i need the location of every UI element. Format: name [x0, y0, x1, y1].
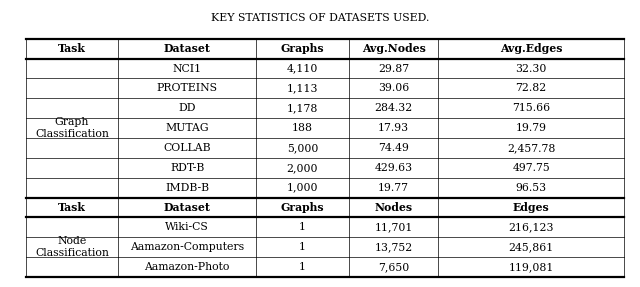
Text: 1,000: 1,000	[287, 183, 318, 193]
Text: 715.66: 715.66	[512, 103, 550, 113]
Text: Task: Task	[58, 43, 86, 54]
Text: Node
Classification: Node Classification	[35, 236, 109, 258]
Text: 4,110: 4,110	[287, 63, 318, 73]
Text: Nodes: Nodes	[374, 202, 413, 213]
Text: 19.77: 19.77	[378, 183, 409, 193]
Text: 1: 1	[299, 242, 306, 252]
Text: Wiki-CS: Wiki-CS	[165, 222, 209, 232]
Text: 497.75: 497.75	[513, 163, 550, 173]
Text: 5,000: 5,000	[287, 143, 318, 153]
Text: Avg.Nodes: Avg.Nodes	[362, 43, 426, 54]
Text: RDT-B: RDT-B	[170, 163, 204, 173]
Text: 245,861: 245,861	[509, 242, 554, 252]
Text: NCI1: NCI1	[173, 63, 202, 73]
Text: 17.93: 17.93	[378, 123, 409, 133]
Text: 11,701: 11,701	[374, 222, 413, 232]
Text: 284.32: 284.32	[374, 103, 413, 113]
Text: 216,123: 216,123	[508, 222, 554, 232]
Text: Aamazon-Photo: Aamazon-Photo	[145, 262, 230, 272]
Text: 1: 1	[299, 222, 306, 232]
Text: Dataset: Dataset	[164, 43, 211, 54]
Text: 13,752: 13,752	[374, 242, 413, 252]
Text: 2,000: 2,000	[287, 163, 318, 173]
Text: PROTEINS: PROTEINS	[157, 83, 218, 93]
Text: 96.53: 96.53	[516, 183, 547, 193]
Text: Task: Task	[58, 202, 86, 213]
Text: 2,457.78: 2,457.78	[507, 143, 556, 153]
Text: 74.49: 74.49	[378, 143, 409, 153]
Text: Graphs: Graphs	[280, 202, 324, 213]
Text: MUTAG: MUTAG	[165, 123, 209, 133]
Text: 19.79: 19.79	[516, 123, 547, 133]
Text: COLLAB: COLLAB	[163, 143, 211, 153]
Text: 1,113: 1,113	[287, 83, 318, 93]
Text: 72.82: 72.82	[516, 83, 547, 93]
Text: 1,178: 1,178	[287, 103, 318, 113]
Text: Edges: Edges	[513, 202, 550, 213]
Text: 32.30: 32.30	[515, 63, 547, 73]
Text: Graph
Classification: Graph Classification	[35, 117, 109, 139]
Text: Graphs: Graphs	[280, 43, 324, 54]
Text: 29.87: 29.87	[378, 63, 409, 73]
Text: 39.06: 39.06	[378, 83, 409, 93]
Text: KEY STATISTICS OF DATASETS USED.: KEY STATISTICS OF DATASETS USED.	[211, 13, 429, 23]
Text: Aamazon-Computers: Aamazon-Computers	[130, 242, 244, 252]
Text: Dataset: Dataset	[164, 202, 211, 213]
Text: 1: 1	[299, 262, 306, 272]
Text: 429.63: 429.63	[374, 163, 413, 173]
Text: IMDB-B: IMDB-B	[165, 183, 209, 193]
Text: Avg.Edges: Avg.Edges	[500, 43, 563, 54]
Text: 119,081: 119,081	[509, 262, 554, 272]
Text: DD: DD	[179, 103, 196, 113]
Text: 188: 188	[292, 123, 313, 133]
Text: 7,650: 7,650	[378, 262, 409, 272]
